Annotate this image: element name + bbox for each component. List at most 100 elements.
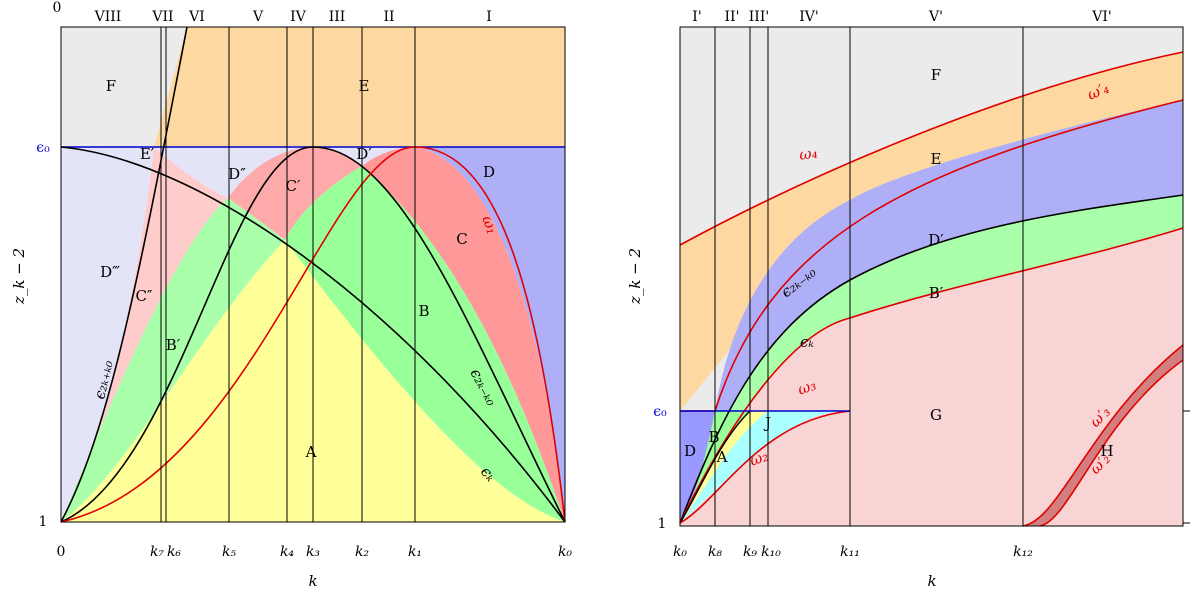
- curve-omega3p: [1022, 344, 1184, 527]
- region-F-wedge: [61, 27, 187, 147]
- xtick-k3: k₃: [306, 544, 320, 560]
- label-B-right: B: [708, 428, 719, 446]
- label-H: H: [1100, 442, 1113, 460]
- curve-omega4p: [680, 99, 1184, 412]
- label-F: F: [106, 77, 116, 95]
- label-A: A: [305, 443, 317, 461]
- label-omega2: ω₂: [747, 447, 770, 470]
- xtick-k0: k₀: [558, 544, 572, 560]
- region-VI: VI: [188, 9, 205, 25]
- label-Ddouble: D″: [228, 165, 246, 183]
- x-ticks-left: 0 k₇ k₆ k₅ k₄ k₃ k₂ k₁ k₀: [57, 544, 573, 560]
- region-V: V: [252, 9, 264, 25]
- region-Dprime: [680, 100, 1183, 523]
- label-G: G: [930, 406, 942, 424]
- label-F-right: F: [931, 66, 941, 84]
- label-Dtriple: D‴: [100, 263, 120, 281]
- region-J: [680, 411, 850, 523]
- plot-frame-right: [679, 26, 1184, 527]
- region-D-left: [415, 147, 565, 522]
- region-IIp: II': [725, 9, 740, 25]
- label-Dprime-right: D′: [928, 231, 944, 249]
- region-III: III: [329, 9, 346, 25]
- label-B: B: [418, 302, 429, 320]
- region-VII: VII: [151, 9, 173, 25]
- xtick-k12: k₁₂: [1013, 544, 1033, 560]
- label-Bprime: B′: [166, 336, 181, 354]
- region-Cprime: [228, 147, 362, 240]
- xtick-k6: k₆: [167, 544, 181, 560]
- label-A-right: A: [716, 448, 728, 466]
- region-G: [680, 228, 1183, 526]
- curve-epsk-left: [60, 146, 566, 523]
- region-E-right: [680, 52, 1183, 411]
- label-J: J: [763, 414, 771, 432]
- area-labels-left: F E E′ D′ D″ D C′ C D‴ C″ B′ B A: [100, 77, 495, 461]
- region-IV: IV: [290, 9, 307, 25]
- region-Cdouble: [61, 147, 228, 522]
- xtick-k8: k₈: [708, 544, 722, 560]
- xtick-k1: k₁: [408, 544, 422, 560]
- region-Dtriple: [61, 147, 154, 522]
- label-Bprime-right: B′: [929, 284, 944, 302]
- label-Cprime: C′: [286, 177, 301, 195]
- xtick-k0-right: k₀: [673, 544, 687, 560]
- region-I: I: [486, 9, 492, 25]
- label-omega1: ω₁: [478, 213, 501, 236]
- label-E-right: E: [931, 150, 942, 168]
- x-ticks-right: k₀ k₈ k₉ k₁₀ k₁₁ k₁₂: [673, 544, 1033, 560]
- region-Vp: V': [928, 9, 943, 25]
- label-omega3: ω₃: [795, 376, 818, 399]
- label-Cdouble: C″: [135, 287, 152, 305]
- xtick-k9: k₉: [743, 544, 757, 560]
- label-Dprime: D′: [356, 145, 372, 163]
- xtick-k10: k₁₀: [761, 544, 781, 560]
- label-D: D: [483, 163, 495, 181]
- xtick-k11: k₁₁: [840, 544, 860, 560]
- vertical-lines-right: [714, 27, 1024, 526]
- region-Bprime-right: [680, 195, 1183, 523]
- curve-omega1: [60, 146, 566, 523]
- xtick-k4: k₄: [280, 544, 294, 560]
- xlabel-right: k: [927, 572, 936, 590]
- ytick-one-right: 1: [658, 516, 667, 532]
- curve-omega4: [679, 51, 1184, 246]
- xtick-k7: k₇: [150, 544, 164, 560]
- curve-epsk-right: [679, 410, 751, 524]
- region-B-left: [285, 166, 565, 522]
- vertical-lines-left: [160, 27, 416, 522]
- xtick-k2: k₂: [355, 544, 369, 560]
- ylabel-right: z_k − 2: [626, 248, 644, 305]
- region-H: [1023, 345, 1183, 526]
- ylabel-left: z_k − 2: [10, 248, 28, 305]
- label-omega4: ω₄: [798, 144, 819, 164]
- region-II: II: [383, 9, 394, 25]
- ytick-one-left: 1: [39, 514, 48, 530]
- plot-frame-left: [60, 26, 566, 523]
- area-labels-right: F E D′ B′ G H D B A J: [684, 66, 1114, 466]
- right-panel: I' II' III' IV' V' VI' F E D′ B′ G H D B…: [626, 9, 1190, 590]
- region-IIIp: III': [749, 9, 769, 25]
- region-labels-left: VIII VII VI V IV III II I: [94, 9, 492, 25]
- label-C: C: [456, 230, 467, 248]
- curve-omega2p: [1039, 359, 1184, 527]
- ytick-eps0-left: ϵ₀: [36, 140, 50, 156]
- region-E-left: [154, 27, 565, 147]
- xlabel-left: k: [308, 572, 317, 590]
- region-VIII: VIII: [94, 9, 122, 25]
- region-labels-right: I' II' III' IV' V' VI': [692, 9, 1111, 25]
- label-E: E: [359, 77, 370, 95]
- ytick-eps0-right: ϵ₀: [653, 404, 667, 420]
- label-Eprime: E′: [140, 145, 155, 163]
- region-D-right: [680, 411, 715, 523]
- curve-omega2: [679, 410, 851, 524]
- xtick-zero: 0: [57, 544, 66, 560]
- corner-zero: 0: [53, 0, 62, 16]
- region-VIp: VI': [1091, 9, 1112, 25]
- label-D-right: D: [684, 442, 696, 460]
- left-panel: 0 VIII VII VI V IV III II I F E E′ D′ D″…: [10, 0, 572, 590]
- label-epsk-right: ϵₖ: [800, 333, 814, 351]
- region-Ip: I': [692, 9, 701, 25]
- curve-eps2k-plus-k0-left: [60, 26, 188, 523]
